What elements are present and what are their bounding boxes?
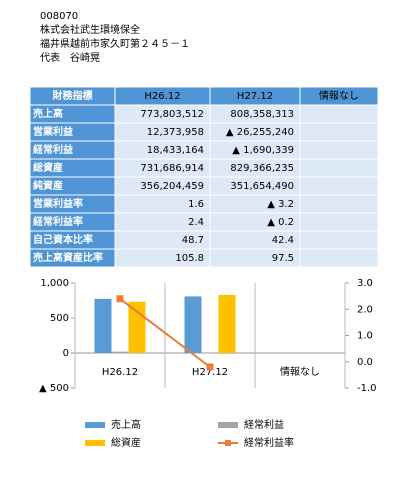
- bar: [111, 351, 129, 353]
- header-text: H27.12: [237, 91, 273, 102]
- company-code: 008070: [40, 11, 78, 22]
- legend-swatch: [218, 422, 238, 428]
- data-cell: [299, 248, 379, 268]
- data-cell: [299, 104, 379, 124]
- header-text: H26.12: [144, 91, 180, 102]
- cell-value: ▲ 1,690,339: [232, 145, 294, 156]
- bar: [94, 298, 112, 353]
- cell-value: 356,204,459: [140, 181, 204, 192]
- data-cell: [299, 140, 379, 160]
- company-name: 株式会社武生環境保全: [40, 23, 140, 36]
- data-cell: [299, 176, 379, 196]
- data-cell: [299, 212, 379, 232]
- cell-value: 829,366,235: [230, 163, 294, 174]
- line: [119, 297, 211, 368]
- cell-value: 105.8: [175, 253, 204, 264]
- y2-tick-label: 0.0: [357, 357, 373, 368]
- legend-label: 経常利益: [244, 418, 284, 431]
- row-label: 営業利益率: [33, 197, 83, 210]
- row-label: 売上高: [33, 107, 63, 120]
- cell-value: 1.6: [188, 199, 204, 210]
- cell-value: 2.4: [188, 217, 204, 228]
- y-tick-label: 1,000: [40, 278, 69, 289]
- legend-swatch: [225, 440, 231, 446]
- y2-tick-label: 3.0: [357, 278, 373, 289]
- header-text: 財務指標: [52, 89, 93, 102]
- legend-swatch: [85, 440, 105, 446]
- data-cell: [299, 158, 379, 178]
- y2-tick-label: -1.0: [357, 383, 377, 394]
- row-label: 総資産: [33, 161, 63, 174]
- cell-value: ▲ 3.2: [267, 199, 294, 210]
- legend-swatch: [85, 422, 105, 428]
- line-marker: [206, 363, 214, 371]
- line-marker: [116, 295, 124, 303]
- data-cell: [299, 230, 379, 250]
- row-label: 売上高資産比率: [33, 251, 103, 264]
- x-tick-label: 情報なし: [280, 365, 320, 378]
- cell-value: ▲ 0.2: [267, 217, 294, 228]
- row-label: 純資産: [33, 179, 63, 192]
- cell-value: 351,654,490: [230, 181, 294, 192]
- x-tick-label: H26.12: [102, 367, 138, 378]
- representative: 代表 谷崎晃: [40, 51, 100, 64]
- cell-value: 731,686,914: [140, 163, 204, 174]
- cell-value: 12,373,958: [147, 127, 204, 138]
- x-tick-label: H27.12: [192, 367, 228, 378]
- company-address: 福井県越前市家久町第２４５－１: [40, 37, 190, 50]
- bar: [128, 301, 146, 353]
- cell-value: 97.5: [272, 253, 294, 264]
- y2-tick-label: 1.0: [357, 331, 373, 342]
- cell-value: 808,358,313: [230, 109, 294, 120]
- row-label: 経常利益: [33, 143, 73, 156]
- bar: [184, 296, 202, 353]
- y-tick-label: ▲ 500: [39, 383, 69, 394]
- data-cell: [299, 194, 379, 214]
- cell-value: ▲ 26,255,240: [226, 127, 294, 138]
- y-tick-label: 500: [50, 313, 69, 324]
- data-cell: [299, 122, 379, 142]
- legend-label: 経常利益率: [244, 436, 294, 449]
- legend-label: 売上高: [111, 418, 141, 431]
- cell-value: 773,803,512: [140, 109, 204, 120]
- row-label: 自己資本比率: [33, 233, 93, 246]
- y2-tick-label: 2.0: [357, 304, 373, 315]
- row-label: 営業利益: [33, 125, 73, 138]
- cell-value: 48.7: [182, 235, 204, 246]
- cell-value: 42.4: [272, 235, 294, 246]
- bar: [218, 294, 236, 353]
- y-tick-label: 0: [63, 348, 69, 359]
- row-label: 経常利益率: [33, 215, 83, 228]
- cell-value: 18,433,164: [147, 145, 204, 156]
- header-text: 情報なし: [319, 89, 359, 102]
- legend-label: 総資産: [111, 436, 141, 449]
